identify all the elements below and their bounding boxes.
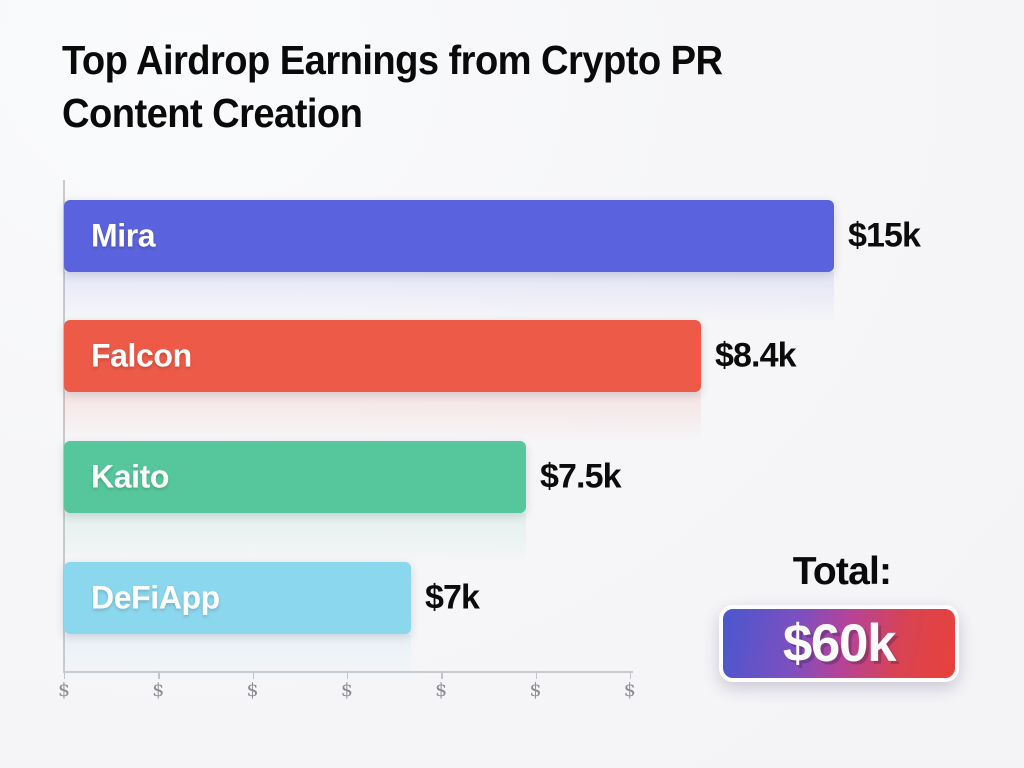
total-badge: $60k <box>719 605 959 682</box>
x-tick-mark <box>64 671 66 679</box>
chart-title: Top Airdrop Earnings from Crypto PR Cont… <box>62 37 723 137</box>
y-axis-spine <box>63 180 65 672</box>
total-amount: $60k <box>782 614 897 673</box>
bar-value-label: $7.5k <box>540 457 621 496</box>
x-tick-label: $ <box>246 679 259 701</box>
x-tick-mark <box>346 671 349 679</box>
x-tick-mark <box>535 671 537 679</box>
bar-shadow-band <box>64 392 701 442</box>
x-tick-mark <box>629 671 632 679</box>
bar-category-label: DeFiApp <box>91 579 220 616</box>
bar-category-label: Falcon <box>91 337 192 374</box>
x-tick-label: $ <box>57 679 71 701</box>
bar-value-label: $7k <box>425 578 480 617</box>
x-tick-mark <box>441 671 443 679</box>
x-tick-label: $ <box>435 679 448 701</box>
x-tick-mark <box>252 671 254 679</box>
total-label: Total: <box>792 550 892 593</box>
x-tick-label: $ <box>529 679 542 701</box>
bar-row[interactable]: Kaito $7.5k <box>64 441 1024 513</box>
bar-category-label: Mira <box>91 217 156 254</box>
bar-falcon[interactable]: Falcon <box>64 320 701 392</box>
bar-shadow-band <box>64 272 834 322</box>
x-tick-label: $ <box>152 679 165 701</box>
total-summary: Total: $60k <box>700 552 978 682</box>
bar-mira[interactable]: Mira <box>64 200 834 272</box>
bar-value-label: $15k <box>848 216 921 255</box>
bar-row[interactable]: Mira $15k <box>64 200 1024 272</box>
bar-shadow-band <box>64 513 526 563</box>
bar-row[interactable]: Falcon $8.4k <box>64 320 1024 392</box>
bar-shadow-band <box>64 634 411 684</box>
bar-kaito[interactable]: Kaito <box>64 441 526 513</box>
bar-row[interactable]: DeFiApp $7k <box>64 562 1024 634</box>
bar-defiapp[interactable]: DeFiApp <box>64 562 411 634</box>
x-tick-label: $ <box>623 679 636 701</box>
bar-value-label: $8.4k <box>715 336 796 375</box>
x-tick-mark <box>158 671 160 679</box>
x-tick-label: $ <box>340 679 353 701</box>
bar-category-label: Kaito <box>91 458 170 495</box>
